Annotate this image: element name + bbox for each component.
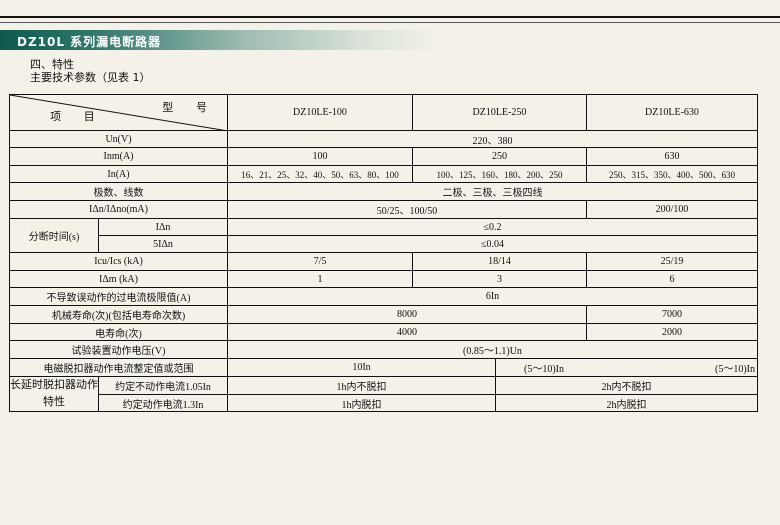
row-label: 分断时间(s)	[10, 219, 99, 253]
row-label: 极数、线数	[10, 183, 228, 201]
cell: 1h内不脱扣	[228, 377, 496, 395]
row-label: 电磁脱扣器动作电流整定值或范围	[10, 359, 228, 377]
cell: 6	[587, 271, 758, 288]
cell: 100	[228, 148, 413, 166]
section-heading: 四、特性	[30, 58, 74, 71]
cell: 250、315、350、400、500、630	[587, 166, 758, 183]
cell: 16、21、25、32、40、50、63、80、100	[228, 166, 413, 183]
header-diagonal-cell: 型 号 项 目	[10, 95, 228, 131]
sub-row-label: IΔn	[99, 219, 228, 236]
sub-row-label: 5IΔn	[99, 236, 228, 253]
model-header: DZ10LE-630	[587, 95, 758, 131]
cell: 7000	[587, 306, 758, 324]
row-label: Icu/Ics (kA)	[10, 253, 228, 271]
row-label: Inm(A)	[10, 148, 228, 166]
diagonal-line	[10, 95, 226, 130]
cell: 1h内脱扣	[228, 395, 496, 412]
cell: 25/19	[587, 253, 758, 271]
cell: 6In	[228, 288, 758, 306]
row-label: IΔn/IΔno(mA)	[10, 201, 228, 219]
banner-title: DZ10L 系列漏电断路器	[17, 35, 162, 49]
header-model-label: 型 号	[162, 102, 217, 114]
cell: 1	[228, 271, 413, 288]
model-header: DZ10LE-100	[228, 95, 413, 131]
cell: 630	[587, 148, 758, 166]
row-label: 机械寿命(次)(包括电寿命次数)	[10, 306, 228, 324]
cell: 18/14	[413, 253, 587, 271]
cell: (0.85～1.1)Un	[228, 341, 758, 359]
section-subheading: 主要技术参数（见表 1）	[30, 71, 151, 84]
cell: 10In	[228, 359, 496, 377]
top-rule-thin	[0, 22, 780, 23]
cell: 二极、三极、三极四线	[228, 183, 758, 201]
cell: 2h内不脱扣	[496, 377, 758, 395]
model-header: DZ10LE-250	[413, 95, 587, 131]
row-label: In(A)	[10, 166, 228, 183]
cell: 50/25、100/50	[228, 201, 587, 219]
cell: (5～10)In	[587, 359, 758, 377]
top-rule	[0, 16, 780, 18]
cell: ≤0.2	[228, 219, 758, 236]
row-label: Un(V)	[10, 131, 228, 148]
cell: ≤0.04	[228, 236, 758, 253]
sub-row-label: 约定不动作电流1.05In	[99, 377, 228, 395]
title-banner: DZ10L 系列漏电断路器	[0, 30, 440, 50]
cell: 3	[413, 271, 587, 288]
row-label: 长延时脱扣器动作特性	[10, 377, 99, 412]
row-label: IΔm (kA)	[10, 271, 228, 288]
row-label: 试验装置动作电压(V)	[10, 341, 228, 359]
sub-row-label: 约定动作电流1.3In	[99, 395, 228, 412]
cell: 4000	[228, 324, 587, 341]
cell: 220、380	[228, 131, 758, 148]
cell: 2h内脱扣	[496, 395, 758, 412]
row-label: 电寿命(次)	[10, 324, 228, 341]
cell: 250	[413, 148, 587, 166]
spec-table: 型 号 项 目 DZ10LE-100 DZ10LE-250 DZ10LE-630…	[9, 94, 758, 412]
cell: 2000	[587, 324, 758, 341]
cell: 200/100	[587, 201, 758, 219]
cell: 7/5	[228, 253, 413, 271]
row-label: 不导致误动作的过电流极限值(A)	[10, 288, 228, 306]
header-item-label: 项 目	[50, 111, 105, 123]
cell: 8000	[228, 306, 587, 324]
cell: 100、125、160、180、200、250	[413, 166, 587, 183]
cell: (5～10)In	[496, 359, 587, 377]
